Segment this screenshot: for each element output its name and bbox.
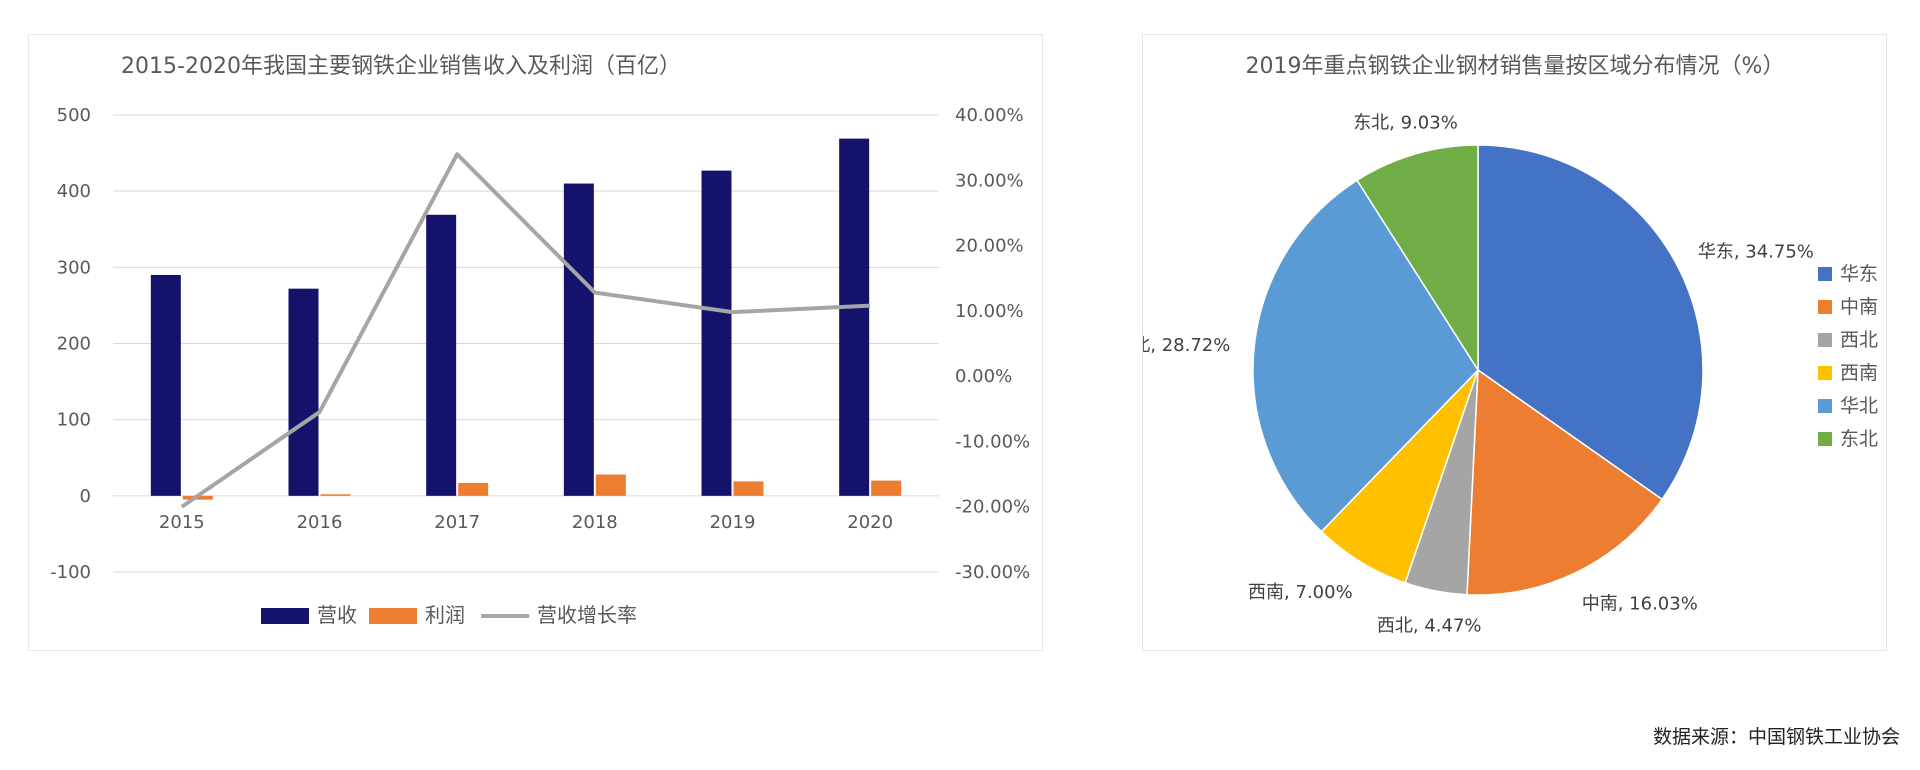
pie-data-labels: 华东, 34.75% 中南, 16.03% 西北, 4.47% 西南, 7.00% 华北… <box>1114 112 1814 636</box>
growth-rate-line <box>180 152 871 509</box>
y-tick-label: 200 <box>57 334 91 355</box>
pie-data-label: 华东, 34.75% <box>1698 242 1814 263</box>
profit-bar <box>733 481 764 496</box>
y2-tick-label: -10.00% <box>955 431 1030 452</box>
pie-data-label: 华北, 28.72% <box>1143 335 1230 356</box>
profit-bar <box>458 482 489 496</box>
y2-tick-label: 30.00% <box>955 170 1024 191</box>
grid-lines <box>113 114 939 573</box>
y2-tick-label: 40.00% <box>955 105 1024 126</box>
revenue-bar <box>701 170 732 496</box>
legend-label: 东北 <box>1840 428 1878 450</box>
legend-label-revenue: 营收 <box>317 603 357 627</box>
y2-tick-label: 20.00% <box>955 236 1024 257</box>
pie-slice <box>1477 144 1704 501</box>
revenue-bar <box>839 138 870 496</box>
legend-swatch-profit <box>369 608 417 624</box>
y-tick-label: 500 <box>57 105 91 126</box>
y2-tick-label: 10.00% <box>955 301 1024 322</box>
y-axis-left-ticks: -100 0 100 200 300 400 500 <box>50 105 91 583</box>
x-tick-label: 2017 <box>434 512 480 533</box>
region-pie-chart-panel: 2019年重点钢铁企业钢材销售量按区域分布情况（%） 华东, 34.75% 中南,… <box>1114 34 1887 651</box>
chart-title: 2019年重点钢铁企业钢材销售量按区域分布情况（%） <box>1246 54 1785 79</box>
growth-line <box>180 152 871 509</box>
chart-title: 2015-2020年我国主要钢铁企业销售收入及利润（百亿） <box>121 54 681 79</box>
x-tick-label: 2018 <box>572 512 618 533</box>
legend-label: 中南 <box>1840 296 1878 318</box>
y2-tick-label: 0.00% <box>955 366 1012 387</box>
pie-slice <box>1356 144 1479 373</box>
legend-label-growth: 营收增长率 <box>537 603 637 627</box>
legend-swatch <box>1818 300 1832 314</box>
legend-swatch <box>1818 267 1832 281</box>
y2-tick-label: -20.00% <box>955 497 1030 518</box>
legend-label-profit: 利润 <box>425 603 465 627</box>
y-tick-label: 0 <box>80 486 91 507</box>
pie-slice <box>1252 179 1479 533</box>
revenue-profit-chart: 2015-2020年我国主要钢铁企业销售收入及利润（百亿） -100 0 100 20… <box>50 54 1030 627</box>
pie-data-label: 东北, 9.03% <box>1353 112 1458 133</box>
pie-data-label: 中南, 16.03% <box>1582 594 1698 615</box>
revenue-bar <box>150 274 181 496</box>
legend-label: 西南 <box>1840 362 1878 384</box>
x-tick-label: 2015 <box>159 512 205 533</box>
y-tick-label: 100 <box>57 410 91 431</box>
y-axis-right-ticks: -30.00% -20.00% -10.00% 0.00% 10.00% 20.00% 30… <box>955 105 1030 583</box>
pie-slices <box>1252 144 1704 596</box>
revenue-bar <box>288 288 319 496</box>
pie-slice <box>1466 368 1664 596</box>
profit-bar <box>871 480 902 496</box>
y-tick-label: -100 <box>50 562 91 583</box>
pie-data-label: 西南, 7.00% <box>1248 582 1353 603</box>
legend-swatch <box>1818 333 1832 347</box>
region-pie-chart: 2019年重点钢铁企业钢材销售量按区域分布情况（%） 华东, 34.75% 中南,… <box>1114 54 1878 636</box>
x-axis-ticks: 2015 2016 2017 2018 2019 2020 <box>159 512 893 533</box>
y-tick-label: 400 <box>57 181 91 202</box>
revenue-bar <box>426 214 457 496</box>
legend-swatch-revenue <box>261 608 309 624</box>
legend: 营收 利润 营收增长率 <box>261 603 637 627</box>
profit-bar <box>595 474 626 496</box>
legend-swatch <box>1818 399 1832 413</box>
y2-tick-label: -30.00% <box>955 562 1030 583</box>
data-source-note: 数据来源：中国钢铁工业协会 <box>1652 726 1900 748</box>
profit-bar <box>320 494 351 496</box>
x-tick-label: 2020 <box>847 512 893 533</box>
x-tick-label: 2016 <box>297 512 343 533</box>
y-tick-label: 300 <box>57 257 91 278</box>
revenue-bar <box>563 183 594 496</box>
x-tick-label: 2019 <box>710 512 756 533</box>
legend-label: 华东 <box>1840 263 1878 285</box>
legend-label: 华北 <box>1840 395 1878 417</box>
legend-swatch <box>1818 432 1832 446</box>
bars <box>150 138 902 500</box>
legend-label: 西北 <box>1840 329 1878 351</box>
revenue-profit-chart-panel: 2015-2020年我国主要钢铁企业销售收入及利润（百亿） -100 0 100 20… <box>28 34 1043 651</box>
pie-data-label: 西北, 4.47% <box>1377 615 1482 636</box>
legend-swatch <box>1818 366 1832 380</box>
